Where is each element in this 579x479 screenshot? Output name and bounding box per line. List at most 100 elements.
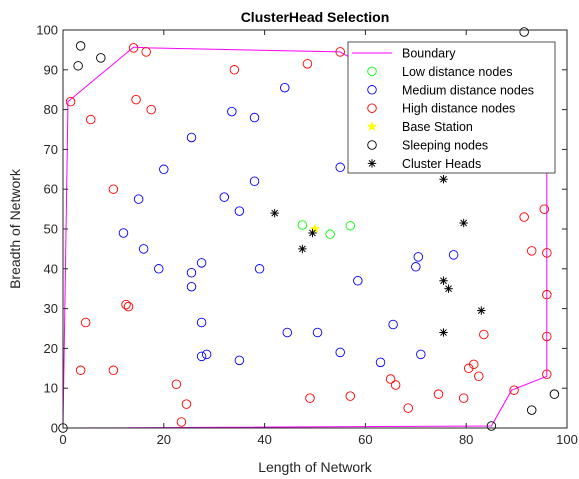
high-distance-nodes-point-29 [403, 403, 413, 413]
x-tick-label-2: 40 [257, 432, 271, 447]
high-distance-nodes-point-25 [305, 393, 315, 403]
high-distance-nodes-point-3 [302, 59, 313, 69]
legend-swatch [367, 85, 377, 95]
series-low-distance-nodes [297, 220, 356, 239]
y-tick-label-8: 80 [44, 102, 58, 117]
high-distance-nodes-point-0 [128, 43, 139, 53]
high-distance-nodes-point-22 [171, 379, 182, 389]
sleeping-nodes-point-2 [96, 53, 106, 63]
medium-distance-nodes-point-28 [375, 357, 386, 368]
high-distance-nodes-point-31 [458, 393, 469, 403]
medium-distance-nodes-point-14 [186, 268, 197, 278]
high-distance-nodes-point-16 [542, 369, 552, 380]
medium-distance-nodes-point-12 [196, 258, 207, 268]
legend-label: Boundary [402, 47, 456, 61]
medium-distance-nodes-point-5 [335, 162, 345, 173]
legend-item-medium-distance-nodes: Medium distance nodes [367, 83, 534, 97]
medium-distance-nodes-point-25 [196, 351, 207, 362]
cluster-heads-point-1 [298, 244, 307, 254]
low-distance-nodes-point-0 [297, 220, 308, 230]
medium-distance-nodes-point-11 [138, 244, 149, 254]
legend-item-cluster-heads: Cluster Heads [367, 157, 481, 171]
medium-distance-nodes-point-16 [353, 275, 363, 286]
y-tick-label-2: 20 [44, 341, 58, 356]
high-distance-nodes-point-19 [123, 301, 134, 312]
y-tick-label-7: 70 [44, 142, 58, 157]
high-distance-nodes-point-30 [433, 389, 444, 399]
y-tick-label-10: 100 [36, 23, 58, 38]
medium-distance-nodes-point-18 [411, 262, 421, 272]
legend-swatch [367, 159, 377, 168]
high-distance-nodes-point-12 [526, 246, 537, 256]
sleeping-nodes-point-3 [519, 27, 529, 37]
y-tick-label-5: 50 [44, 222, 58, 237]
high-distance-nodes-point-33 [469, 359, 479, 370]
cluster-heads-point-5 [439, 276, 448, 285]
x-tick-label-1: 20 [157, 432, 171, 447]
medium-distance-nodes-point-0 [280, 82, 290, 93]
series-cluster-heads [270, 175, 486, 337]
sleeping-nodes-point-0 [75, 41, 86, 51]
medium-distance-nodes-point-7 [219, 192, 230, 202]
high-distance-nodes-point-9 [108, 184, 119, 194]
medium-distance-nodes-point-21 [196, 317, 207, 328]
sleeping-nodes-point-4 [549, 389, 560, 399]
y-tick-label-3: 30 [44, 301, 58, 316]
medium-distance-nodes-point-8 [133, 194, 144, 204]
high-distance-nodes-point-36 [509, 385, 519, 395]
high-distance-nodes-point-2 [335, 47, 345, 57]
cluster-heads-point-7 [477, 306, 486, 315]
medium-distance-nodes-point-6 [249, 176, 260, 186]
legend-label: Cluster Heads [402, 157, 481, 171]
axis-ticks: 0 20 40 60 80 100 0 10 20 30 40 50 60 70 80 90 100 [36, 23, 578, 448]
high-distance-nodes-point-20 [75, 365, 86, 376]
chart-title: ClusterHead Selection [241, 9, 390, 25]
y-tick-label-1: 10 [44, 381, 58, 396]
cluster-heads-point-8 [439, 328, 448, 337]
y-tick-label-0: 0 [51, 421, 58, 436]
legend: Boundary Low distance nodes Medium distanc… [347, 41, 556, 174]
medium-distance-nodes-point-9 [234, 206, 245, 216]
high-distance-nodes-point-1 [141, 47, 151, 57]
low-distance-nodes-point-1 [325, 229, 335, 239]
high-distance-nodes-point-7 [131, 94, 141, 105]
cluster-heads-point-3 [439, 175, 448, 184]
high-distance-nodes-point-18 [121, 299, 131, 310]
high-distance-nodes-point-34 [474, 371, 484, 382]
x-tick-label-5: 100 [556, 432, 578, 447]
legend-label: High distance nodes [402, 102, 515, 116]
medium-distance-nodes-point-20 [186, 281, 197, 292]
high-distance-nodes-point-15 [542, 331, 552, 342]
medium-distance-nodes-point-22 [282, 327, 293, 338]
high-distance-nodes-point-26 [345, 391, 356, 401]
y-tick-label-6: 60 [44, 182, 58, 197]
medium-distance-nodes-point-23 [312, 327, 323, 338]
medium-distance-nodes-point-3 [186, 132, 197, 143]
high-distance-nodes-point-10 [519, 212, 529, 222]
medium-distance-nodes-point-26 [234, 355, 245, 366]
sleeping-nodes-point-1 [73, 61, 83, 71]
legend-item-boundary: Boundary [352, 47, 456, 61]
x-tick-label-3: 60 [358, 432, 372, 447]
medium-distance-nodes-point-4 [159, 164, 169, 175]
legend-item-base-station: Base Station [366, 120, 473, 134]
sleeping-nodes-point-5 [526, 405, 537, 415]
cluster-heads-point-2 [308, 228, 317, 238]
legend-swatch [367, 103, 377, 113]
medium-distance-nodes-point-29 [388, 319, 398, 330]
legend-label: Low distance nodes [402, 65, 513, 79]
high-distance-nodes-point-11 [539, 204, 550, 214]
sleeping-nodes-point-6 [486, 421, 497, 431]
legend-swatch [367, 66, 377, 77]
high-distance-nodes-point-35 [479, 329, 489, 340]
series-sleeping-nodes [58, 27, 560, 433]
series-medium-distance-nodes [118, 82, 459, 368]
high-distance-nodes-point-17 [80, 317, 91, 328]
medium-distance-nodes-point-10 [118, 228, 129, 238]
series-high-distance-nodes [65, 43, 552, 427]
high-distance-nodes-point-23 [181, 399, 192, 409]
medium-distance-nodes-point-13 [154, 264, 164, 274]
legend-label: Medium distance nodes [402, 83, 534, 97]
high-distance-nodes-point-6 [85, 114, 96, 125]
